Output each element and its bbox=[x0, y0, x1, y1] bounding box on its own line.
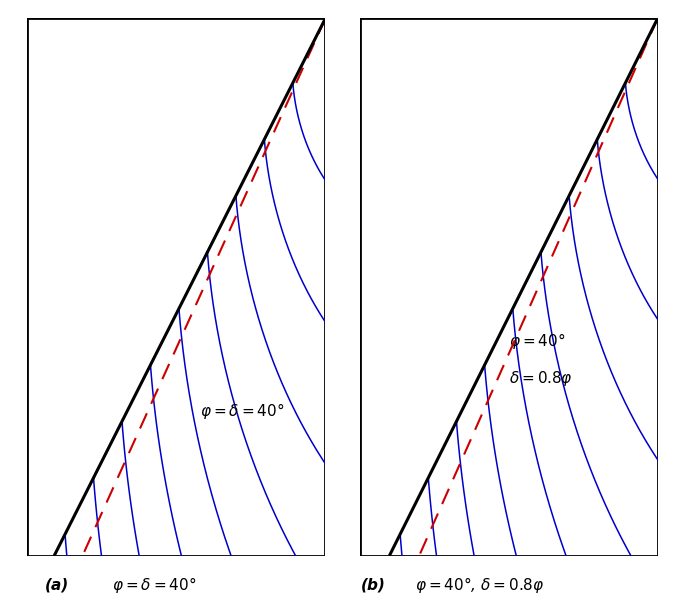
Text: $\delta = 0.8\varphi$: $\delta = 0.8\varphi$ bbox=[508, 369, 573, 388]
Text: (a): (a) bbox=[45, 578, 69, 593]
Text: $\varphi = 40°$, $\delta = 0.8\varphi$: $\varphi = 40°$, $\delta = 0.8\varphi$ bbox=[415, 575, 544, 595]
Text: $\varphi = 40°$: $\varphi = 40°$ bbox=[508, 331, 565, 351]
Text: $\varphi = \delta = 40°$: $\varphi = \delta = 40°$ bbox=[112, 575, 197, 595]
Text: $\varphi = \delta = 40°$: $\varphi = \delta = 40°$ bbox=[200, 400, 285, 421]
Text: (b): (b) bbox=[361, 578, 386, 593]
